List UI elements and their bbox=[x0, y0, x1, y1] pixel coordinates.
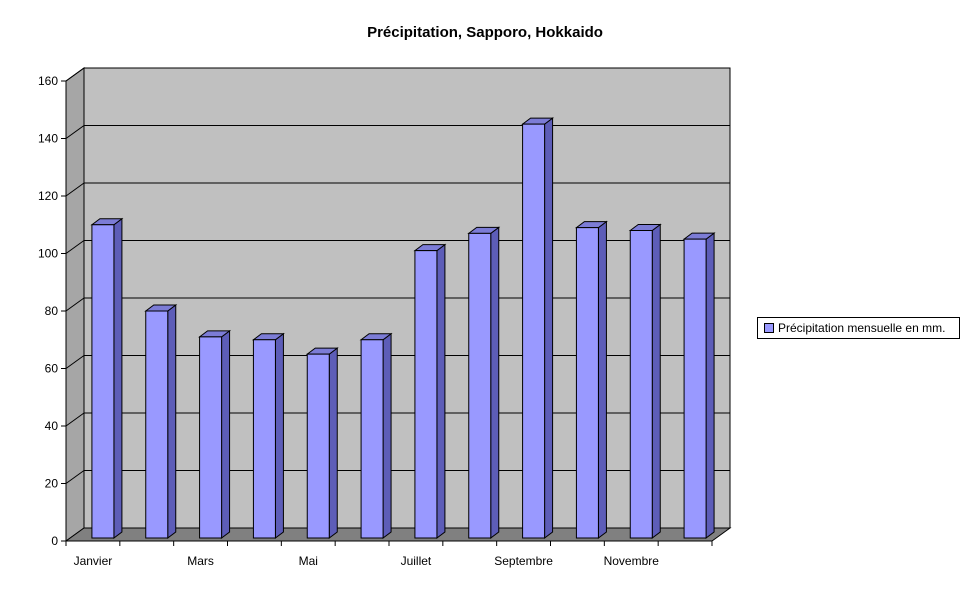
x-tick-label: Janvier bbox=[74, 554, 113, 568]
bar-front bbox=[468, 232, 492, 539]
y-tick-label: 60 bbox=[45, 362, 59, 376]
gridline-side bbox=[65, 412, 85, 427]
x-tick-label: Novembre bbox=[604, 554, 660, 568]
bar bbox=[628, 223, 662, 539]
y-tick-label: 120 bbox=[38, 189, 58, 203]
bar-side bbox=[544, 117, 554, 539]
bar-side bbox=[597, 220, 607, 539]
bar-side bbox=[382, 332, 392, 539]
bar-side bbox=[328, 347, 338, 539]
x-tick-label: Mai bbox=[299, 554, 318, 568]
bar-side bbox=[651, 223, 661, 539]
bar-front bbox=[252, 339, 276, 539]
bar-side bbox=[705, 232, 715, 539]
bar bbox=[198, 329, 232, 539]
legend: Précipitation mensuelle en mm. bbox=[757, 317, 960, 339]
legend-swatch bbox=[764, 323, 774, 333]
bar bbox=[144, 304, 178, 539]
bar bbox=[251, 332, 285, 539]
bar-side bbox=[436, 243, 446, 539]
bar-front bbox=[199, 336, 223, 539]
bar bbox=[574, 220, 608, 539]
gridline-side bbox=[65, 355, 85, 369]
gridline-side bbox=[65, 297, 85, 312]
y-tick-label: 100 bbox=[38, 247, 58, 261]
bar-side bbox=[274, 332, 284, 539]
bar-side bbox=[221, 329, 231, 539]
bar-front bbox=[522, 123, 546, 539]
bar-front bbox=[575, 227, 599, 539]
bar-front bbox=[91, 224, 115, 539]
chart-title: Précipitation, Sapporo, Hokkaido bbox=[367, 24, 603, 41]
x-tick-label: Septembre bbox=[494, 554, 553, 568]
gridline-side bbox=[65, 125, 85, 139]
bar bbox=[359, 332, 393, 539]
y-tick-label: 160 bbox=[38, 74, 58, 88]
y-tick-label: 80 bbox=[45, 304, 59, 318]
bar bbox=[467, 226, 501, 539]
bar-front bbox=[145, 310, 169, 539]
y-tick-label: 40 bbox=[45, 419, 59, 433]
bar-front bbox=[306, 353, 330, 539]
bar bbox=[305, 347, 339, 539]
bar bbox=[521, 117, 555, 539]
gridline-side bbox=[65, 67, 85, 82]
y-tick-label: 0 bbox=[51, 534, 58, 548]
y-tick-label: 140 bbox=[38, 132, 58, 146]
bar bbox=[682, 232, 716, 539]
gridline-side bbox=[65, 182, 85, 197]
bar-front bbox=[683, 238, 707, 539]
bar-front bbox=[629, 230, 653, 539]
bars bbox=[90, 117, 716, 539]
x-tick-label: Juillet bbox=[401, 554, 432, 568]
bar bbox=[413, 243, 447, 539]
y-tick-label: 20 bbox=[45, 477, 59, 491]
legend-label: Précipitation mensuelle en mm. bbox=[778, 321, 946, 335]
bar-front bbox=[414, 250, 438, 539]
x-tick-label: Mars bbox=[187, 554, 214, 568]
gridline-side bbox=[65, 470, 85, 484]
bar-side bbox=[490, 226, 500, 539]
bar-front bbox=[360, 339, 384, 539]
bar-side bbox=[113, 217, 123, 539]
gridline-side bbox=[65, 240, 85, 254]
bar-side bbox=[167, 304, 177, 539]
bar bbox=[90, 217, 124, 539]
